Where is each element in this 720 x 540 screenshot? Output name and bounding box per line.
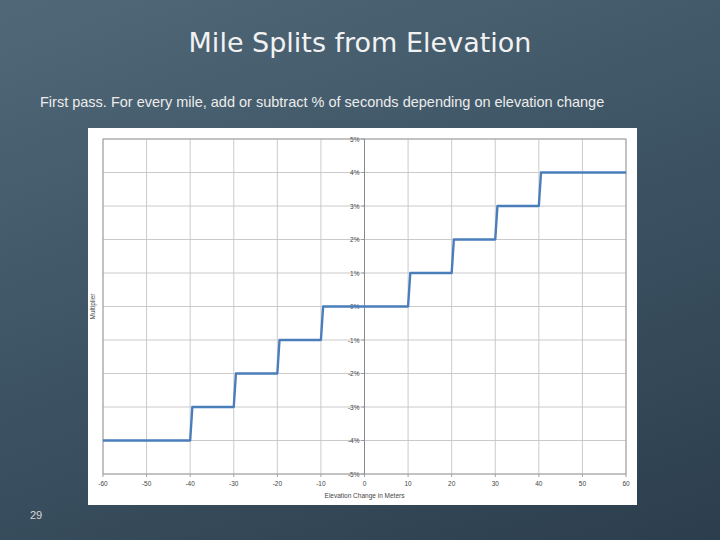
x-tick-label: 40 [535,480,543,487]
page-number: 29 [30,509,42,521]
x-tick-label: -10 [316,480,326,487]
x-tick [233,474,234,477]
chart-background [88,128,637,505]
x-tick-label: 0 [363,480,367,487]
y-tick-label: -1% [348,337,360,344]
x-tick [320,474,321,477]
x-tick-label: -40 [185,480,195,487]
x-axis-title: Elevation Change in Meters [325,492,406,500]
x-tick [582,474,583,477]
x-tick-label: 30 [492,480,500,487]
data-line [103,173,626,441]
x-tick [103,474,104,477]
slide-subtitle: First pass. For every mile, add or subtr… [40,94,604,110]
x-tick [190,474,191,477]
tick-labels: -60-50-40-30-20-100102030405060-5%-4%-3%… [98,136,630,488]
x-tick [451,474,452,477]
y-tick-label: 3% [350,203,360,210]
plot-area [103,173,626,441]
x-tick [408,474,409,477]
x-tick [364,474,365,477]
y-tick-label: -4% [348,437,360,444]
x-tick [277,474,278,477]
x-tick [495,474,496,477]
grid [103,139,626,477]
slide: Mile Splits from Elevation First pass. Fo… [0,0,720,540]
y-tick-label: 2% [350,236,360,243]
y-tick-label: 4% [350,169,360,176]
y-axis-title: Multiplier [89,293,97,320]
x-tick-label: 20 [448,480,456,487]
y-tick-label: -3% [348,404,360,411]
x-tick [538,474,539,477]
x-tick-label: 60 [622,480,630,487]
x-tick-label: -50 [142,480,152,487]
x-tick [626,474,627,477]
plot-frame [103,139,626,474]
x-tick-label: 50 [579,480,587,487]
slide-title: Mile Splits from Elevation [189,27,532,58]
x-tick-label: 10 [404,480,412,487]
x-tick-label: -20 [273,480,283,487]
x-tick [146,474,147,477]
x-tick-label: -30 [229,480,239,487]
x-tick-label: -60 [98,480,108,487]
y-tick-label: -2% [348,370,360,377]
y-tick-label: 1% [350,270,360,277]
